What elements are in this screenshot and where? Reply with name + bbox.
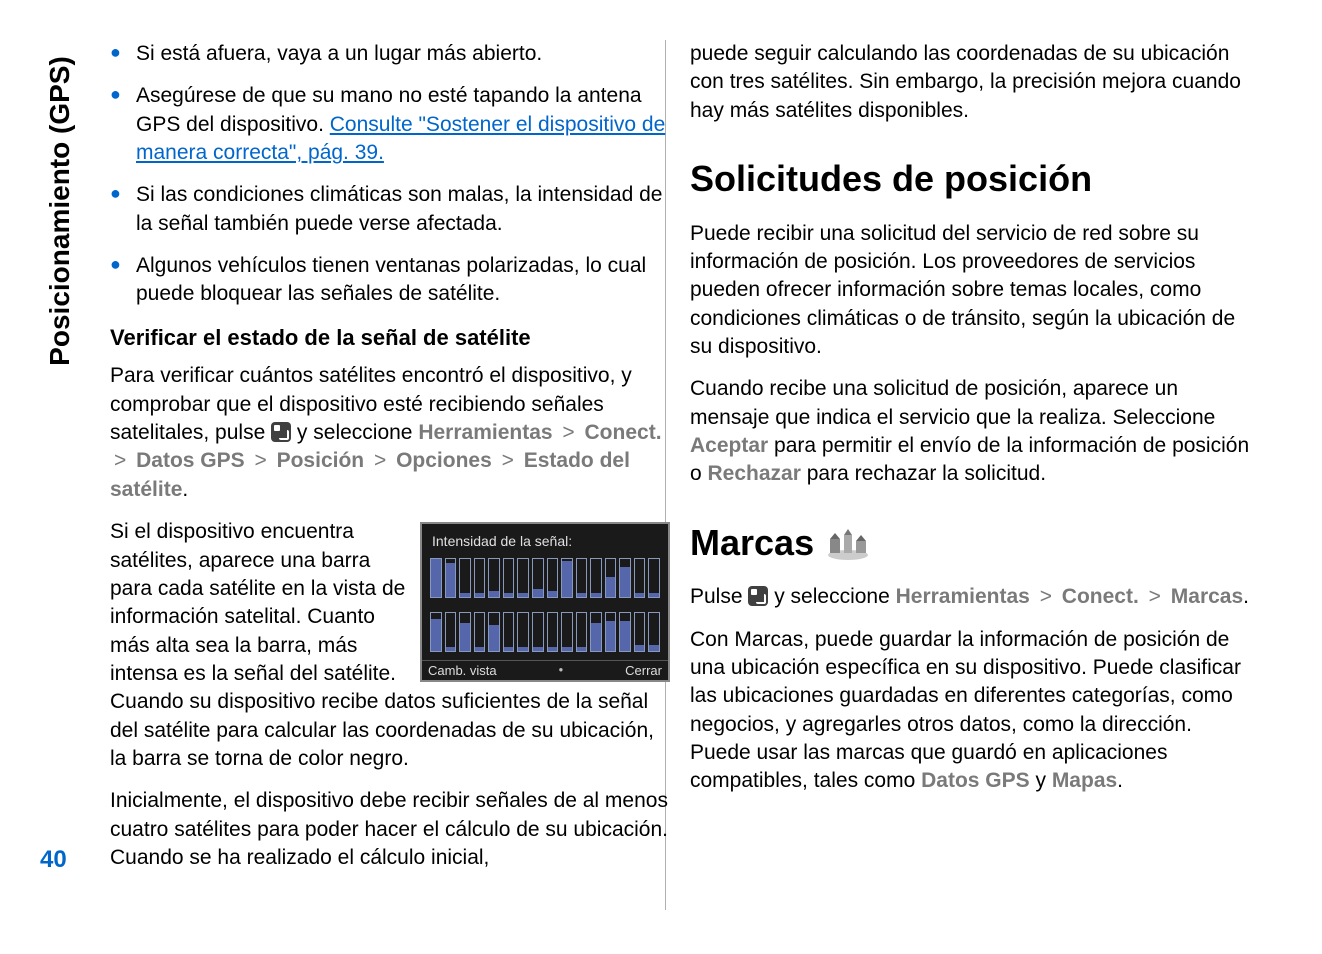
list-item: Si está afuera, vaya a un lugar más abie… bbox=[110, 40, 670, 68]
softkey-right: Cerrar bbox=[625, 662, 662, 680]
landmarks-icon bbox=[824, 525, 872, 561]
paragraph: puede seguir calculando las coordenadas … bbox=[690, 40, 1250, 125]
paragraph: Con Marcas, puede guardar la información… bbox=[690, 626, 1250, 796]
menu-item: Conect. bbox=[585, 421, 662, 444]
menu-key-icon bbox=[748, 586, 768, 606]
menu-item: Posición bbox=[277, 449, 365, 472]
softkey-center-icon: ● bbox=[558, 665, 563, 676]
softkey-left: Camb. vista bbox=[428, 662, 497, 680]
signal-bars-row-top bbox=[430, 558, 660, 598]
text: para rechazar la solicitud. bbox=[801, 462, 1046, 485]
column-right: puede seguir calculando las coordenadas … bbox=[690, 40, 1250, 810]
menu-item: Herramientas bbox=[418, 421, 552, 444]
text: y seleccione bbox=[768, 585, 895, 608]
section-label: Posicionamiento (GPS) bbox=[44, 31, 76, 391]
menu-item: Marcas bbox=[1171, 585, 1243, 608]
heading-landmarks: Marcas bbox=[690, 519, 1250, 568]
heading-text: Marcas bbox=[690, 519, 814, 568]
menu-item: Datos GPS bbox=[921, 769, 1030, 792]
text: y seleccione bbox=[291, 421, 418, 444]
paragraph: Puede recibir una solicitud del servicio… bbox=[690, 220, 1250, 362]
menu-separator: > bbox=[1040, 585, 1052, 608]
page-number: 40 bbox=[40, 846, 67, 874]
menu-separator: > bbox=[1149, 585, 1161, 608]
menu-item: Datos GPS bbox=[136, 449, 245, 472]
text: . bbox=[1243, 585, 1249, 608]
tips-list: Si está afuera, vaya a un lugar más abie… bbox=[110, 40, 670, 309]
menu-item: Aceptar bbox=[690, 434, 768, 457]
menu-separator: > bbox=[374, 449, 386, 472]
text: Pulse bbox=[690, 585, 748, 608]
list-item-text: Algunos vehículos tienen ventanas polari… bbox=[136, 254, 646, 305]
nav-path-paragraph: Para verificar cuántos satélites encontr… bbox=[110, 362, 670, 504]
signal-strength-screenshot: Intensidad de la señal: Camb. vista ● Ce… bbox=[420, 522, 670, 682]
text: y bbox=[1030, 769, 1052, 792]
menu-key-icon bbox=[271, 422, 291, 442]
text: . bbox=[182, 478, 188, 501]
subheading: Verificar el estado de la señal de satél… bbox=[110, 323, 670, 353]
menu-separator: > bbox=[562, 421, 574, 444]
heading-position-requests: Solicitudes de posición bbox=[690, 155, 1250, 204]
menu-item: Rechazar bbox=[708, 462, 801, 485]
screenshot-softkeys: Camb. vista ● Cerrar bbox=[422, 660, 668, 680]
text: . bbox=[1117, 769, 1123, 792]
menu-item: Herramientas bbox=[896, 585, 1030, 608]
text: Cuando recibe una solicitud de posición,… bbox=[690, 377, 1215, 428]
menu-item: Conect. bbox=[1062, 585, 1139, 608]
paragraph: Cuando recibe una solicitud de posición,… bbox=[690, 375, 1250, 488]
list-item: Si las condiciones climáticas son malas,… bbox=[110, 181, 670, 238]
menu-separator: > bbox=[114, 449, 126, 472]
text: Con Marcas, puede guardar la información… bbox=[690, 628, 1241, 793]
signal-bars-row-bottom bbox=[430, 612, 660, 652]
menu-separator: > bbox=[502, 449, 514, 472]
paragraph: Inicialmente, el dispositivo debe recibi… bbox=[110, 787, 670, 872]
list-item: Asegúrese de que su mano no esté tapando… bbox=[110, 82, 670, 167]
column-left: Si está afuera, vaya a un lugar más abie… bbox=[110, 40, 670, 886]
menu-item: Opciones bbox=[396, 449, 492, 472]
menu-item: Mapas bbox=[1052, 769, 1117, 792]
list-item: Algunos vehículos tienen ventanas polari… bbox=[110, 252, 670, 309]
nav-path-paragraph: Pulse y seleccione Herramientas > Conect… bbox=[690, 583, 1250, 611]
list-item-text: Si está afuera, vaya a un lugar más abie… bbox=[136, 42, 542, 65]
list-item-text: Si las condiciones climáticas son malas,… bbox=[136, 183, 662, 234]
screenshot-title: Intensidad de la señal: bbox=[432, 532, 572, 551]
menu-separator: > bbox=[254, 449, 266, 472]
paragraph-with-figure: Intensidad de la señal: Camb. vista ● Ce… bbox=[110, 518, 670, 773]
section-spine: Posicionamiento (GPS) bbox=[0, 15, 100, 935]
